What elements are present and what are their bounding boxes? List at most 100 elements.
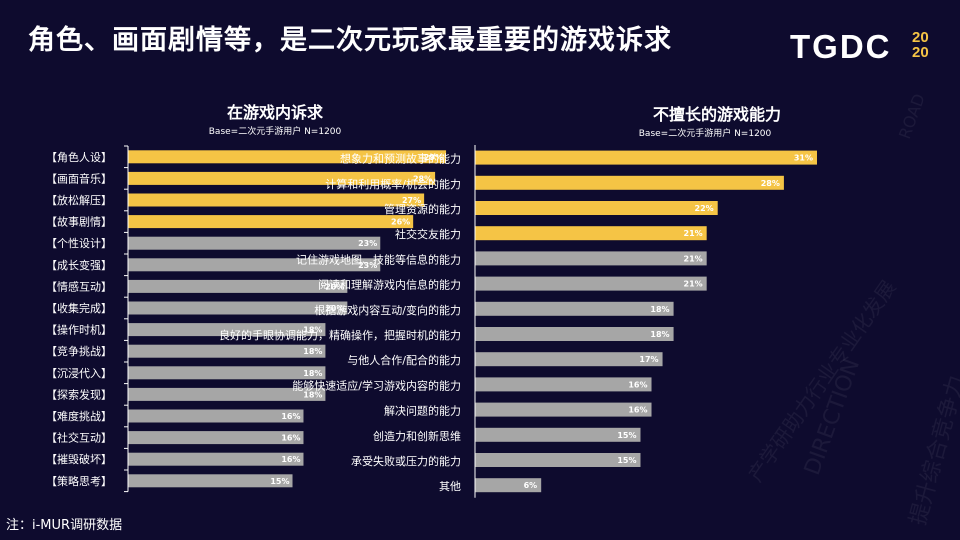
right-bar-value-label: 16% [628, 380, 647, 389]
left-category-label: 【策略思考】 [46, 474, 112, 488]
tgdc-logo: TGDC 20 20 [790, 28, 929, 66]
right-bar [475, 478, 542, 493]
logo-text: TGDC [790, 28, 892, 65]
right-category-label: 创造力和创新思维 [373, 429, 461, 443]
left-bar-value-label: 26% [391, 218, 410, 227]
right-bar [475, 276, 707, 291]
left-bar-value-label: 29% [424, 153, 443, 162]
left-bar-value-label: 18% [303, 326, 322, 335]
right-bar [475, 352, 663, 367]
right-bar-value-label: 21% [684, 254, 703, 263]
left-bar-value-label: 23% [358, 239, 377, 248]
left-bar-value-label: 23% [358, 261, 377, 270]
left-bar-value-label: 16% [281, 455, 300, 464]
left-bar [128, 452, 304, 466]
left-category-label: 【个性设计】 [46, 236, 112, 250]
right-bar [475, 201, 718, 215]
right-category-label: 管理资源的能力 [384, 202, 461, 216]
right-bar [475, 377, 652, 392]
left-category-label: 【操作时机】 [46, 323, 112, 337]
right-bar-value-label: 15% [617, 456, 636, 465]
right-bar [475, 175, 784, 190]
right-category-label: 与他人合作/配合的能力 [347, 353, 461, 367]
page-title: 角色、画面剧情等，是二次元玩家最重要的游戏诉求 [28, 25, 672, 56]
left-category-label: 【竞争挑战】 [46, 344, 112, 358]
footnote: 注：i-MUR调研数据 [6, 518, 123, 533]
left-category-label: 【放松解压】 [46, 193, 112, 207]
right-bar-value-label: 22% [695, 204, 714, 213]
left-category-label: 【成长变强】 [46, 258, 112, 272]
right-bar-value-label: 31% [794, 154, 813, 163]
logo-year: 20 20 [912, 30, 929, 60]
left-category-label: 【沉浸代入】 [46, 367, 112, 380]
right-bar [475, 402, 652, 417]
right-chart-subtitle: Base=二次元手游用户 N=1200 [639, 127, 772, 139]
left-chart-title: 在游戏内诉求 [227, 103, 324, 122]
right-bar-value-label: 18% [650, 305, 669, 314]
left-category-label: 【摧毁破坏】 [46, 452, 112, 466]
right-bar-value-label: 6% [524, 481, 538, 490]
right-bar [475, 427, 641, 442]
right-bar-value-label: 17% [639, 355, 658, 364]
right-category-label: 能够快速适应/学习游戏内容的能力 [292, 378, 461, 392]
left-bar [128, 279, 348, 293]
left-bar-value-label: 15% [270, 477, 289, 486]
left-bar [128, 344, 326, 358]
right-bar-value-label: 15% [617, 431, 636, 440]
right-bar [475, 150, 817, 165]
right-category-label: 计算和利用概率/机会的能力 [325, 177, 461, 191]
right-bar [475, 251, 707, 266]
right-category-label: 根据游戏内容互动/变向的能力 [314, 303, 461, 317]
left-bar [128, 323, 326, 337]
right-bar-value-label: 18% [650, 330, 669, 339]
left-bar-value-label: 16% [281, 434, 300, 443]
left-bar-value-label: 28% [413, 174, 432, 183]
right-category-label: 承受失败或压力的能力 [351, 454, 461, 468]
left-bar [128, 215, 414, 229]
left-bar-value-label: 18% [303, 369, 322, 378]
left-bar [128, 431, 304, 445]
left-bar [128, 150, 447, 164]
left-bar [128, 236, 381, 250]
right-category-label: 记住游戏地图、技能等信息的能力 [296, 252, 461, 266]
left-bar [128, 409, 304, 423]
logo-year-bottom: 20 [912, 44, 929, 61]
left-bar-value-label: 20% [325, 282, 344, 291]
left-category-label: 【角色人设】 [46, 150, 112, 164]
right-chart-title: 不擅长的游戏能力 [653, 105, 781, 124]
left-category-label: 【社交互动】 [46, 431, 112, 445]
right-category-label: 社交交友能力 [395, 227, 461, 241]
right-bar [475, 327, 674, 341]
right-category-label: 良好的手眼协调能力，精确操作，把握时机的能力 [219, 328, 461, 342]
left-category-label: 【收集完成】 [46, 301, 112, 315]
left-category-label: 【探索发现】 [46, 387, 112, 401]
left-bar [128, 171, 436, 185]
right-bar-value-label: 16% [628, 406, 647, 415]
left-category-label: 【情感互动】 [46, 280, 112, 293]
right-category-label: 想象力和预测故事的能力 [340, 152, 461, 166]
logo-year-top: 20 [912, 29, 929, 46]
left-bar-value-label: 18% [303, 390, 322, 399]
left-bar-value-label: 18% [303, 347, 322, 356]
left-category-label: 【难度挑战】 [46, 409, 112, 423]
left-bar [128, 474, 293, 488]
left-bar [128, 301, 348, 315]
left-bar [128, 258, 381, 272]
left-bar [128, 193, 425, 207]
right-bar-value-label: 28% [761, 179, 780, 188]
left-bar-value-label: 16% [281, 412, 300, 421]
right-bar [475, 301, 674, 316]
left-category-label: 【故事剧情】 [46, 215, 112, 229]
left-category-label: 【画面音乐】 [46, 171, 112, 185]
right-category-label: 其他 [439, 480, 461, 493]
right-bar [475, 226, 707, 241]
left-chart-subtitle: Base=二次元手游用户 N=1200 [209, 125, 342, 137]
right-bar-value-label: 21% [684, 229, 703, 238]
left-bar-value-label: 27% [402, 196, 421, 205]
left-bar-value-label: 20% [325, 304, 344, 313]
left-bar [128, 366, 326, 380]
right-bar-value-label: 21% [684, 280, 703, 289]
right-bar [475, 453, 641, 467]
right-category-label: 阅读和理解游戏内信息的能力 [318, 278, 461, 292]
